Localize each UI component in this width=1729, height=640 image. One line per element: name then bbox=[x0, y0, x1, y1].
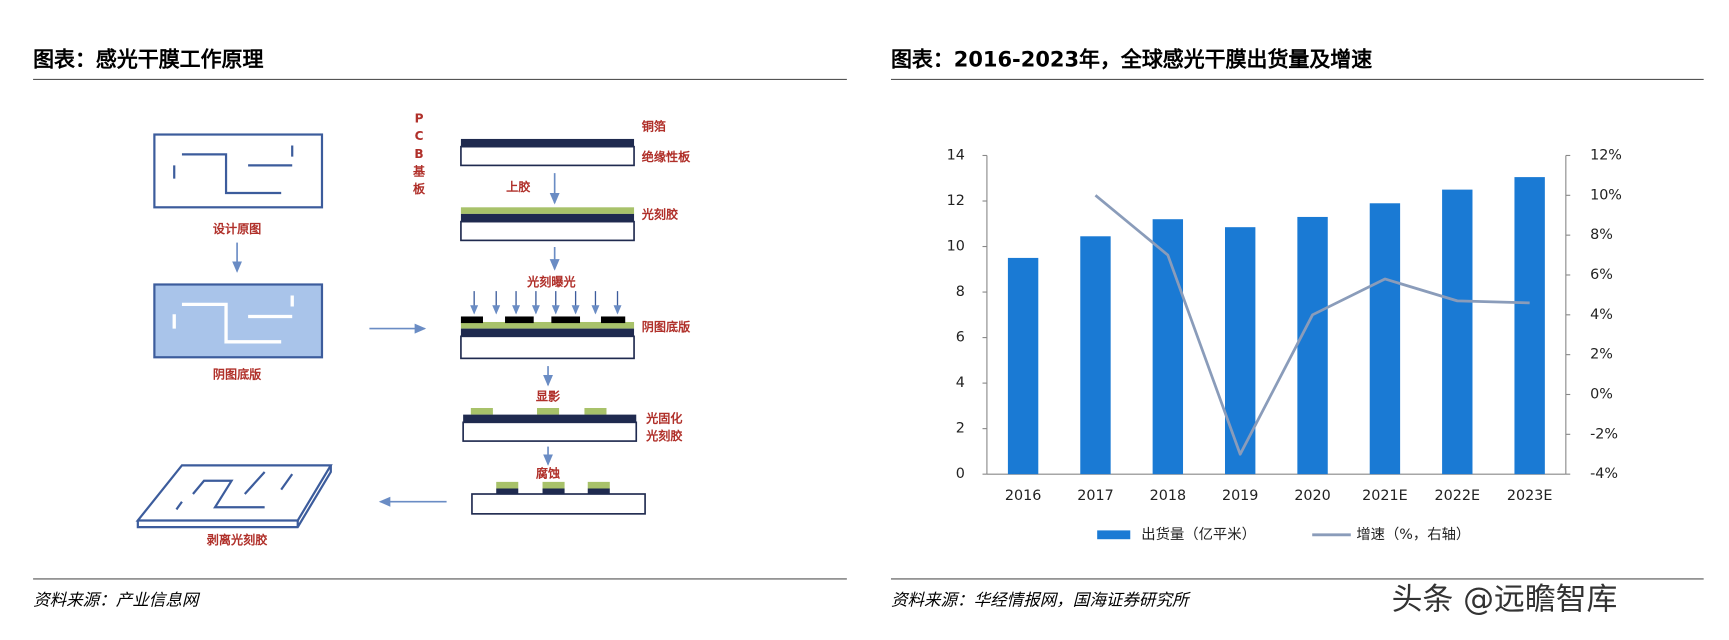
label: 剥离光刻胶 bbox=[207, 532, 268, 547]
mask-block bbox=[551, 316, 581, 324]
traces bbox=[172, 295, 294, 344]
bar bbox=[1369, 203, 1401, 475]
y2-tick-label: -2% bbox=[1590, 426, 1618, 442]
design-box bbox=[153, 133, 324, 209]
x-tick-label: 2018 bbox=[1150, 488, 1186, 504]
label: 阴图底版 bbox=[213, 366, 262, 381]
bar bbox=[1080, 236, 1111, 475]
label: B bbox=[414, 147, 423, 161]
x-tick-label: 2023E bbox=[1507, 488, 1553, 504]
diagram-title: 图表：感光干膜工作原理 bbox=[33, 48, 263, 72]
x-tick-label: 2017 bbox=[1077, 488, 1113, 504]
x-tick-label: 2020 bbox=[1294, 488, 1330, 504]
mask-block bbox=[505, 316, 534, 324]
y2-tick-label: 6% bbox=[1590, 267, 1613, 283]
label: 光固化 bbox=[645, 411, 682, 426]
resist bbox=[460, 321, 635, 329]
traces bbox=[175, 471, 294, 511]
substrate bbox=[471, 493, 646, 515]
y-tick-label: 2 bbox=[956, 421, 965, 437]
light-rays bbox=[470, 291, 622, 315]
label: 光刻胶 bbox=[645, 428, 683, 443]
x-tick-label: 2019 bbox=[1222, 488, 1258, 504]
y2-tick-label: -4% bbox=[1590, 466, 1618, 482]
bar bbox=[1442, 189, 1473, 475]
label: 光刻胶 bbox=[641, 207, 679, 222]
resist bbox=[470, 407, 493, 415]
label: 上胶 bbox=[506, 179, 531, 194]
bar bbox=[1224, 227, 1256, 475]
legend-swatch bbox=[1097, 530, 1131, 540]
bar bbox=[1514, 177, 1545, 475]
y-tick-label: 4 bbox=[956, 375, 965, 391]
y-tick-label: 8 bbox=[956, 284, 965, 300]
copper bbox=[496, 488, 519, 495]
y-tick-label: 6 bbox=[956, 330, 965, 346]
substrate bbox=[460, 145, 635, 167]
diagram: 设计原图 阴图底版 剥离光刻胶 P C B 基 板 铜箔 绝缘性板 上胶 光刻胶… bbox=[135, 112, 691, 547]
label: 腐蚀 bbox=[536, 466, 560, 481]
x-tick-label: 2021E bbox=[1362, 488, 1408, 504]
resist bbox=[537, 407, 560, 415]
label: 显影 bbox=[536, 388, 560, 403]
y2-tick-label: 10% bbox=[1590, 187, 1622, 203]
traces bbox=[173, 145, 294, 195]
label: 设计原图 bbox=[213, 221, 261, 236]
x-tick-label: 2016 bbox=[1005, 488, 1041, 504]
y-tick-label: 12 bbox=[947, 193, 965, 209]
substrate bbox=[460, 335, 635, 360]
y-tick-label: 0 bbox=[956, 466, 965, 482]
y2-tick-label: 2% bbox=[1590, 347, 1613, 363]
y2-tick-label: 0% bbox=[1590, 386, 1613, 402]
bar bbox=[1297, 216, 1328, 475]
label: 光刻曝光 bbox=[526, 274, 575, 289]
copper bbox=[542, 488, 565, 495]
label: 阴图底版 bbox=[642, 319, 691, 334]
y2-tick-label: 12% bbox=[1590, 147, 1622, 163]
label: P bbox=[415, 112, 424, 126]
board-edge bbox=[136, 465, 332, 529]
source: 资料来源：产业信息网 bbox=[33, 590, 201, 609]
legend-label: 增速（%，右轴） bbox=[1356, 526, 1470, 543]
resist bbox=[587, 481, 610, 489]
resist bbox=[460, 207, 635, 214]
copper bbox=[463, 414, 637, 423]
source: 资料来源：华经情报网，国海证券研究所 bbox=[891, 590, 1191, 609]
legend-label: 出货量（亿平米） bbox=[1141, 526, 1256, 543]
copper bbox=[460, 213, 635, 222]
y2-tick-label: 4% bbox=[1590, 307, 1613, 323]
label: C bbox=[415, 129, 424, 143]
chart-title: 图表：2016-2023年，全球感光干膜出货量及增速 bbox=[891, 48, 1372, 72]
board-3d bbox=[135, 464, 333, 522]
resist bbox=[584, 407, 607, 415]
mask-box bbox=[153, 283, 324, 359]
x-tick-label: 2022E bbox=[1435, 488, 1481, 504]
y2-tick-label: 8% bbox=[1590, 227, 1613, 243]
resist bbox=[542, 481, 565, 489]
y-tick-label: 14 bbox=[947, 147, 965, 163]
content: 图表：感光干膜工作原理 资料来源：产业信息网 设计原图 阴图底版 剥离光刻胶 P… bbox=[33, 48, 1704, 617]
resist bbox=[496, 481, 519, 489]
substrate bbox=[462, 421, 638, 442]
watermark: 头条 @远瞻智库 bbox=[1392, 581, 1618, 617]
copper bbox=[460, 138, 635, 147]
mask-block bbox=[600, 316, 626, 324]
label: 基 bbox=[412, 164, 426, 179]
substrate bbox=[460, 220, 635, 242]
y-tick-label: 10 bbox=[947, 239, 965, 255]
bar bbox=[1007, 257, 1039, 475]
copper bbox=[587, 488, 610, 495]
line bbox=[1094, 194, 1530, 456]
mask-block bbox=[460, 316, 483, 324]
label: 绝缘性板 bbox=[642, 149, 691, 164]
label: 铜箔 bbox=[642, 118, 666, 133]
label: 板 bbox=[413, 181, 426, 196]
copper bbox=[460, 328, 635, 337]
bar bbox=[1152, 219, 1184, 475]
